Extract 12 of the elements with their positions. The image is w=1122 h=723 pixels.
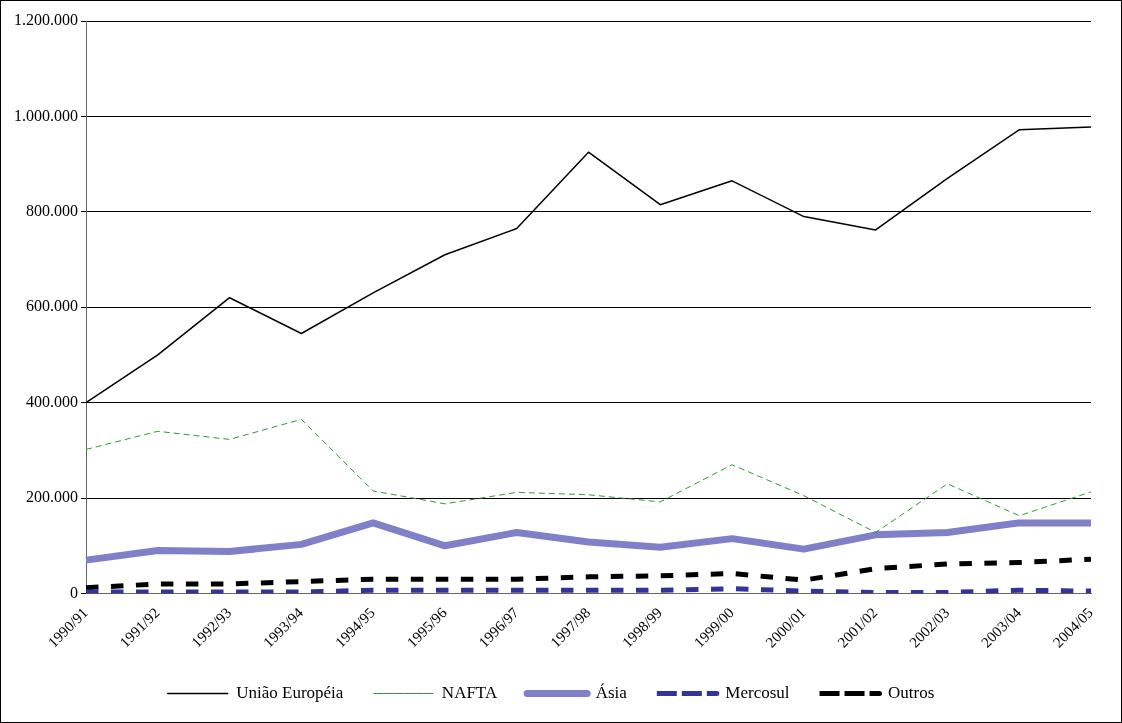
legend-label: Mercosul — [725, 682, 790, 702]
y-tick-label: 400.000 — [26, 392, 78, 410]
y-tick-label: 1.200.000 — [14, 11, 78, 29]
legend-label: Ásia — [595, 682, 628, 702]
y-tick-label: 0 — [70, 583, 78, 601]
y-tick-label: 200.000 — [26, 488, 78, 506]
legend-label: NAFTA — [441, 682, 498, 702]
y-tick-label: 1.000.000 — [14, 106, 78, 124]
y-tick-label: 800.000 — [26, 202, 78, 220]
y-tick-label: 600.000 — [26, 297, 78, 315]
legend-label: União Européia — [236, 682, 344, 702]
legend-label: Outros — [888, 682, 935, 702]
